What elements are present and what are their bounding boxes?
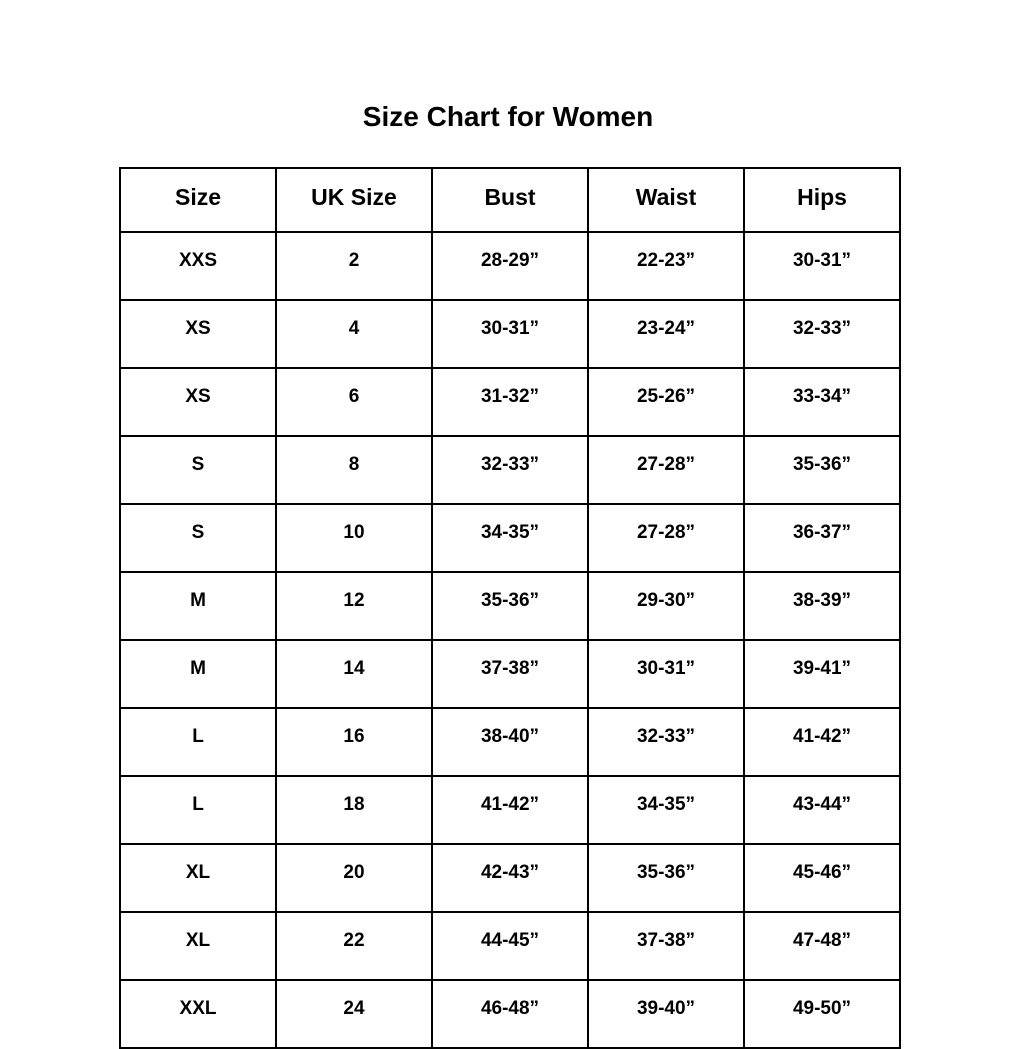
table-cell: 27-28” [587,435,745,505]
table-body: XXS 2 28-29” 22-23” 30-31” XS 4 30-31” 23-24” 32-… [119,231,901,1049]
table-cell: XL [119,843,277,913]
table-cell: 29-30” [587,571,745,641]
table-cell: 22-23” [587,231,745,301]
table-cell: XXL [119,979,277,1049]
table-cell: 2 [275,231,433,301]
table-cell: 34-35” [587,775,745,845]
column-header: UK Size [275,167,433,233]
table-row: L 18 41-42” 34-35” 43-44” [119,775,901,845]
table-cell: 34-35” [431,503,589,573]
column-header: Hips [743,167,901,233]
table-row: XS 6 31-32” 25-26” 33-34” [119,367,901,437]
table-row: S 10 34-35” 27-28” 36-37” [119,503,901,573]
table-cell: 43-44” [743,775,901,845]
table-cell: 8 [275,435,433,505]
table-cell: L [119,707,277,777]
table-row: XS 4 30-31” 23-24” 32-33” [119,299,901,369]
table-cell: 41-42” [743,707,901,777]
table-cell: XS [119,367,277,437]
table-cell: 35-36” [743,435,901,505]
table-cell: 36-37” [743,503,901,573]
table-cell: 38-39” [743,571,901,641]
table-cell: L [119,775,277,845]
table-cell: 32-33” [431,435,589,505]
table-cell: S [119,503,277,573]
table-header-row: Size UK Size Bust Waist Hips [119,167,901,233]
table-cell: XXS [119,231,277,301]
table-cell: 38-40” [431,707,589,777]
table-cell: 20 [275,843,433,913]
table-cell: 16 [275,707,433,777]
table-cell: 35-36” [431,571,589,641]
table-cell: 18 [275,775,433,845]
table-cell: 46-48” [431,979,589,1049]
table-cell: 44-45” [431,911,589,981]
table-cell: 35-36” [587,843,745,913]
table-cell: 4 [275,299,433,369]
table-cell: 31-32” [431,367,589,437]
table-row: S 8 32-33” 27-28” 35-36” [119,435,901,505]
table-cell: 28-29” [431,231,589,301]
table-cell: 30-31” [431,299,589,369]
table-cell: 42-43” [431,843,589,913]
table-cell: 30-31” [587,639,745,709]
table-row: M 12 35-36” 29-30” 38-39” [119,571,901,641]
table-cell: 23-24” [587,299,745,369]
table-cell: 22 [275,911,433,981]
table-cell: 6 [275,367,433,437]
table-cell: M [119,639,277,709]
table-row: XL 20 42-43” 35-36” 45-46” [119,843,901,913]
table-cell: 39-41” [743,639,901,709]
table-row: XXL 24 46-48” 39-40” 49-50” [119,979,901,1049]
table-cell: 32-33” [587,707,745,777]
table-row: M 14 37-38” 30-31” 39-41” [119,639,901,709]
table-cell: XS [119,299,277,369]
table-cell: 33-34” [743,367,901,437]
size-chart-table: Size UK Size Bust Waist Hips XXS 2 28-29” 22-23… [119,167,901,1049]
table-cell: 14 [275,639,433,709]
table-row: XXS 2 28-29” 22-23” 30-31” [119,231,901,301]
table-cell: 45-46” [743,843,901,913]
table-cell: 41-42” [431,775,589,845]
table-cell: 37-38” [587,911,745,981]
table-cell: 25-26” [587,367,745,437]
table-cell: 10 [275,503,433,573]
table-cell: 32-33” [743,299,901,369]
table-cell: S [119,435,277,505]
table-cell: XL [119,911,277,981]
column-header: Size [119,167,277,233]
table-cell: 24 [275,979,433,1049]
table-cell: 47-48” [743,911,901,981]
table-cell: 27-28” [587,503,745,573]
page-title: Size Chart for Women [362,101,654,132]
table-cell: 30-31” [743,231,901,301]
column-header: Waist [587,167,745,233]
table-cell: 49-50” [743,979,901,1049]
column-header: Bust [431,167,589,233]
table-cell: M [119,571,277,641]
table-row: L 16 38-40” 32-33” 41-42” [119,707,901,777]
table-cell: 12 [275,571,433,641]
table-cell: 39-40” [587,979,745,1049]
table-row: XL 22 44-45” 37-38” 47-48” [119,911,901,981]
table-cell: 37-38” [431,639,589,709]
